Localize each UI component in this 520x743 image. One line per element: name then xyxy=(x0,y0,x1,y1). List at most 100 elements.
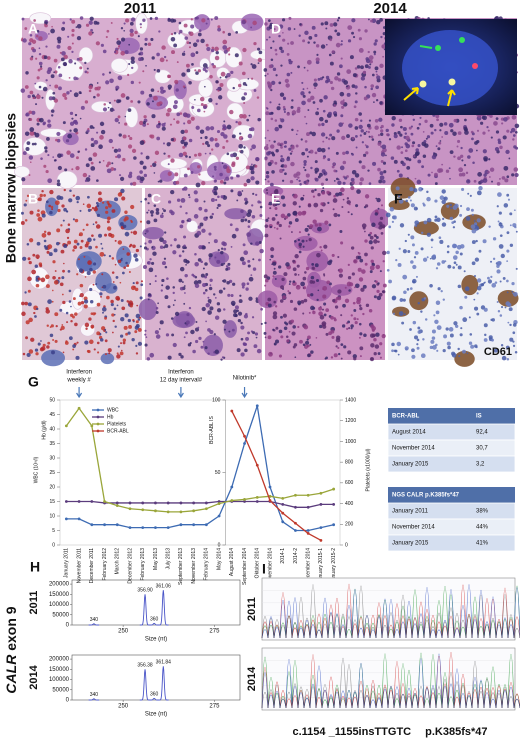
nucleus xyxy=(107,348,112,353)
nucleus xyxy=(214,55,220,61)
nucleus xyxy=(76,36,82,41)
nucleus xyxy=(355,283,360,289)
nucleus xyxy=(207,144,211,148)
nucleus xyxy=(426,232,432,237)
nucleus xyxy=(324,21,329,26)
nucleus xyxy=(26,194,30,198)
nucleus xyxy=(245,200,249,204)
nucleus xyxy=(111,257,115,260)
nucleus xyxy=(474,141,478,145)
tick-label: 25 xyxy=(49,470,55,476)
nucleus xyxy=(99,338,104,342)
cell xyxy=(100,352,115,365)
nucleus xyxy=(514,123,520,129)
nucleus xyxy=(230,246,233,248)
nucleus xyxy=(500,253,505,259)
nucleus xyxy=(402,249,407,254)
nucleus xyxy=(470,344,475,349)
nucleus xyxy=(514,225,517,229)
nucleus xyxy=(300,299,305,304)
nucleus xyxy=(164,244,169,248)
nucleus xyxy=(416,179,422,185)
nucleus xyxy=(248,114,251,117)
nucleus xyxy=(96,179,99,182)
point xyxy=(255,500,259,503)
nucleus xyxy=(406,288,410,291)
nucleus xyxy=(377,240,380,244)
nucleus xyxy=(139,120,144,126)
nucleus xyxy=(46,250,50,254)
nucleus xyxy=(494,147,500,152)
nucleus xyxy=(144,37,148,42)
nucleus xyxy=(241,282,246,287)
nucleus xyxy=(46,284,50,289)
nucleus xyxy=(25,113,29,117)
nucleus xyxy=(350,177,355,182)
nucleus xyxy=(130,80,134,85)
nucleus xyxy=(188,196,191,199)
nucleus xyxy=(97,197,103,203)
cell xyxy=(208,251,226,268)
nucleus xyxy=(401,321,405,325)
nucleus xyxy=(195,71,199,75)
nucleus xyxy=(93,238,96,241)
nucleus xyxy=(299,183,302,186)
nucleus xyxy=(291,110,297,115)
nucleus xyxy=(60,224,63,227)
nucleus xyxy=(175,180,180,185)
nucleus xyxy=(286,53,290,56)
nucleus xyxy=(381,225,385,229)
nucleus xyxy=(325,308,330,312)
nucleus xyxy=(203,200,206,203)
nucleus xyxy=(36,213,41,217)
nucleus xyxy=(439,239,444,244)
nucleus xyxy=(489,114,493,118)
panel-label: B xyxy=(28,191,38,207)
nucleus xyxy=(352,73,357,78)
nucleus xyxy=(25,336,28,340)
nucleus xyxy=(41,96,44,99)
fish-inset xyxy=(385,19,517,115)
nucleus xyxy=(209,137,214,142)
nucleus xyxy=(334,76,339,81)
nucleus xyxy=(379,175,385,181)
nucleus xyxy=(415,150,420,156)
nucleus xyxy=(402,298,406,302)
nucleus xyxy=(422,202,425,205)
nucleus xyxy=(61,293,64,296)
nucleus xyxy=(135,248,140,253)
nucleus xyxy=(375,280,378,284)
nucleus xyxy=(271,153,276,157)
nucleus xyxy=(442,349,446,353)
nucleus xyxy=(25,146,30,152)
nucleus xyxy=(369,231,373,235)
nucleus xyxy=(238,299,243,304)
nucleus xyxy=(491,180,493,183)
nucleus xyxy=(192,349,196,354)
nucleus xyxy=(218,95,223,100)
nucleus xyxy=(143,246,148,250)
nucleus xyxy=(146,357,151,361)
nucleus xyxy=(63,207,67,212)
nucleus xyxy=(205,302,210,308)
nucleus xyxy=(317,123,321,127)
nucleus xyxy=(433,314,436,317)
nucleus xyxy=(435,114,440,119)
nucleus xyxy=(254,332,259,336)
nucleus xyxy=(158,30,161,33)
nucleus xyxy=(473,306,479,311)
nucleus xyxy=(302,312,305,315)
nucleus xyxy=(412,118,416,121)
nucleus xyxy=(320,182,324,186)
nucleus xyxy=(113,99,116,102)
nucleus xyxy=(197,279,202,284)
nucleus xyxy=(102,284,107,289)
point xyxy=(154,501,157,505)
nucleus xyxy=(264,137,267,139)
nucleus xyxy=(152,162,157,167)
nucleus xyxy=(383,170,387,174)
nucleus xyxy=(130,56,135,61)
nucleus xyxy=(376,295,382,301)
nucleus xyxy=(423,220,428,225)
nucleus xyxy=(287,42,290,45)
